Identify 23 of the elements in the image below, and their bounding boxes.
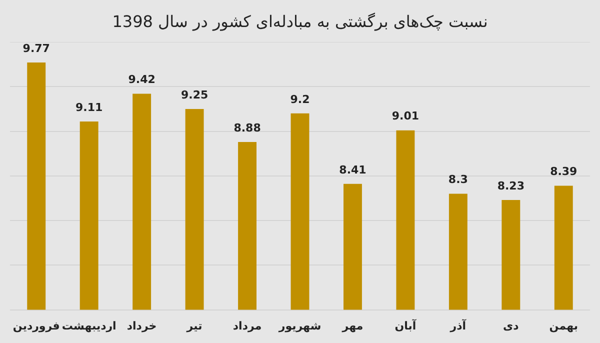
data-label: 9.01 [392,110,420,123]
x-tick-label: آبان [394,318,416,332]
data-label: 9.42 [128,73,156,86]
x-tick-label: شهریور [278,319,322,332]
data-label: 9.2 [290,92,310,106]
data-label: 8.3 [448,173,468,186]
data-label: 9.25 [180,88,208,102]
x-tick-label: آذر [449,318,466,332]
data-label: 8.41 [339,163,366,176]
data-label: 8.23 [497,179,524,192]
x-tick-label: فروردین [12,319,60,332]
x-tick-label: تیر [186,319,202,332]
x-tick-label: اردیبهشت [62,319,116,332]
x-tick-label: مهر [341,319,364,332]
chart-title: نسبت چک‌های برگشتی به مبادله‌ای کشور در سال 1398 [111,11,489,33]
data-label: 8.88 [234,121,261,134]
data-label: 9.77 [22,42,50,55]
x-tick-label: خرداد [126,319,157,332]
data-label: 9.11 [76,100,103,114]
data-label: 8.39 [550,165,578,178]
x-tick-label: مرداد [232,319,262,332]
x-tick-label: دی [503,319,520,332]
x-tick-label: بهمن [549,319,578,332]
